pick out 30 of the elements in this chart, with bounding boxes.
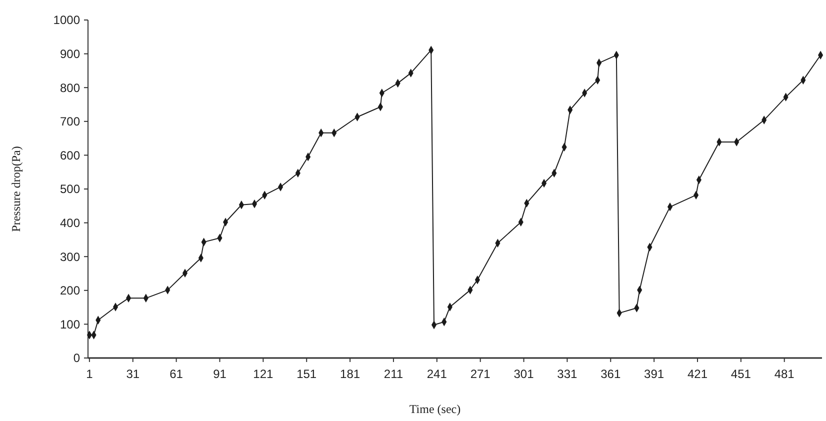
y-tick-label: 700 xyxy=(60,114,80,129)
y-tick-label: 300 xyxy=(60,250,80,264)
x-tick-label: 361 xyxy=(600,367,621,381)
x-tick-label: 181 xyxy=(340,367,360,381)
x-tick-label: 151 xyxy=(296,367,317,381)
y-tick-label: 800 xyxy=(60,80,80,95)
x-tick-label: 451 xyxy=(730,367,752,381)
x-tick-label: 421 xyxy=(687,367,708,381)
y-tick-label: 200 xyxy=(60,284,80,298)
y-axis-title: Pressure drop(Pa) xyxy=(9,146,23,232)
x-tick-label: 1 xyxy=(86,367,94,381)
x-tick-label: 91 xyxy=(213,367,227,381)
x-tick-label: 271 xyxy=(470,367,491,381)
x-tick-label: 241 xyxy=(426,367,448,381)
x-tick-label: 121 xyxy=(253,367,274,381)
y-tick-label: 100 xyxy=(60,317,80,332)
y-tick-label: 500 xyxy=(60,182,80,196)
y-tick-label: 400 xyxy=(60,216,80,230)
x-tick-label: 301 xyxy=(514,367,534,381)
y-tick-label: 0 xyxy=(73,351,80,366)
y-tick-label: 600 xyxy=(60,148,80,162)
x-tick-label: 481 xyxy=(774,367,795,381)
x-tick-label: 331 xyxy=(557,367,578,381)
y-tick-label: 1000 xyxy=(53,13,80,28)
x-tick-label: 31 xyxy=(126,367,140,381)
x-tick-label: 211 xyxy=(384,367,404,381)
x-axis-title: Time (sec) xyxy=(409,402,461,416)
x-tick-label: 61 xyxy=(170,367,184,381)
y-tick-label: 900 xyxy=(60,47,80,61)
x-tick-label: 391 xyxy=(644,367,664,381)
